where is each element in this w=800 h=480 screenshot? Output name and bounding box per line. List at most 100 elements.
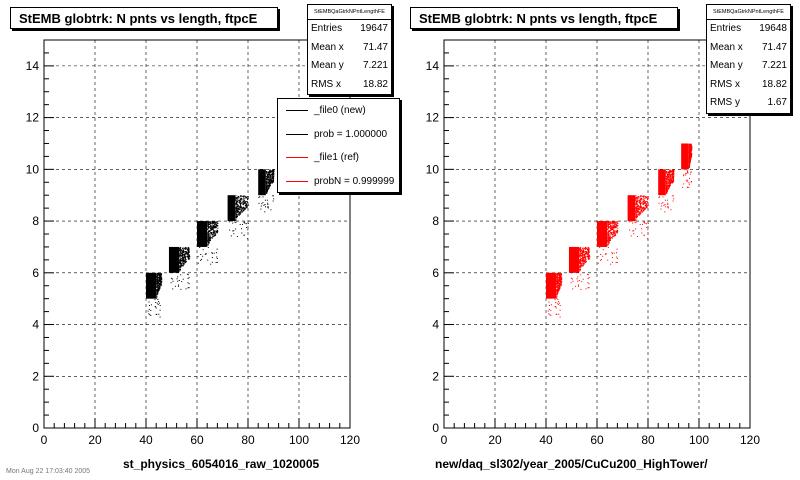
scatter-point	[247, 223, 249, 224]
scatter-point	[664, 211, 666, 213]
scatter-point	[245, 206, 247, 208]
scatter-point	[216, 248, 218, 250]
scatter-point	[186, 273, 188, 275]
scatter-point	[615, 227, 617, 228]
scatter-point	[587, 248, 589, 250]
scatter-point	[209, 228, 211, 230]
scatter-point	[244, 202, 246, 204]
scatter-point	[156, 288, 158, 290]
scatter-point	[216, 258, 218, 259]
scatter-point	[559, 280, 561, 282]
scatter-point	[689, 160, 690, 162]
scatter-point	[643, 200, 645, 202]
scatter-point	[667, 182, 669, 184]
scatter-point	[212, 233, 213, 235]
scatter-point	[241, 198, 242, 200]
scatter-point	[559, 277, 561, 279]
scatter-point	[245, 197, 247, 199]
scatter-point	[608, 241, 610, 243]
scatter-point	[156, 276, 158, 278]
scatter-point	[639, 213, 641, 215]
scatter-point	[584, 259, 586, 261]
scatter-point	[208, 231, 209, 233]
scatter-point	[179, 251, 181, 253]
scatter-point	[667, 181, 669, 183]
scatter-point	[213, 252, 215, 254]
scatter-point	[579, 249, 581, 251]
scatter-point	[200, 259, 202, 261]
scatter-point	[685, 173, 687, 174]
scatter-point	[235, 197, 237, 199]
scatter-point	[272, 173, 274, 175]
scatter-point	[690, 158, 692, 160]
scatter-point	[214, 232, 216, 234]
scatter-point	[179, 265, 181, 267]
scatter-point	[617, 225, 619, 226]
scatter-point	[236, 200, 238, 202]
scatter-point	[579, 266, 581, 268]
scatter-point	[216, 224, 218, 226]
scatter-point	[585, 246, 587, 248]
scatter-point	[588, 256, 590, 258]
scatter-point	[647, 223, 649, 224]
scatter-point	[669, 186, 670, 188]
scatter-point	[673, 171, 675, 173]
scatter-point	[268, 172, 270, 174]
scatter-point	[647, 205, 648, 207]
scatter-point	[208, 234, 210, 236]
scatter-point	[585, 258, 587, 260]
scatter-point	[179, 261, 181, 263]
y-tick-label: 10	[26, 162, 40, 176]
scatter-point	[588, 257, 589, 259]
scatter-point	[156, 279, 158, 281]
scatter-point	[187, 248, 189, 250]
scatter-point	[183, 250, 185, 252]
scatter-point	[688, 155, 690, 156]
scatter-point	[180, 269, 181, 271]
scatter-point	[672, 195, 674, 197]
scatter-point	[217, 223, 219, 224]
scatter-point	[666, 186, 668, 188]
scatter-point	[613, 227, 615, 229]
scatter-point	[614, 222, 616, 224]
scatter-point	[614, 225, 615, 227]
scatter-point	[690, 153, 692, 155]
scatter-point	[183, 263, 185, 265]
scatter-point	[213, 230, 215, 232]
scatter-point	[643, 204, 644, 206]
scatter-point	[639, 207, 641, 208]
scatter-point	[639, 208, 641, 210]
scatter-point	[635, 221, 637, 223]
scatter-point	[640, 211, 642, 213]
scatter-point	[234, 221, 236, 223]
scatter-point	[244, 203, 246, 204]
scatter-point	[160, 285, 162, 287]
scatter-point	[667, 188, 669, 190]
scatter-point	[583, 250, 585, 252]
scatter-point	[615, 226, 617, 227]
scatter-point	[560, 276, 562, 278]
scatter-point	[265, 188, 267, 190]
scatter-point	[610, 239, 611, 241]
scatter-point	[581, 257, 583, 259]
scatter-point	[689, 149, 691, 151]
scatter-point	[579, 268, 581, 270]
scatter-point	[210, 238, 212, 239]
scatter-point	[188, 248, 190, 250]
scatter-point	[556, 287, 558, 288]
scatter-point	[640, 199, 642, 200]
scatter-point	[615, 225, 617, 227]
scatter-point	[582, 264, 584, 266]
scatter-point	[208, 236, 210, 238]
scatter-point	[610, 238, 612, 239]
scatter-point	[579, 254, 581, 255]
scatter-point	[558, 285, 560, 287]
scatter-point	[209, 240, 211, 241]
scatter-point	[188, 283, 190, 285]
y-tick-label: 12	[26, 111, 40, 125]
scatter-point	[207, 222, 209, 224]
scatter-point	[690, 155, 691, 157]
y-tick-label: 10	[426, 162, 440, 176]
scatter-point	[159, 285, 161, 287]
scatter-point	[643, 208, 645, 210]
